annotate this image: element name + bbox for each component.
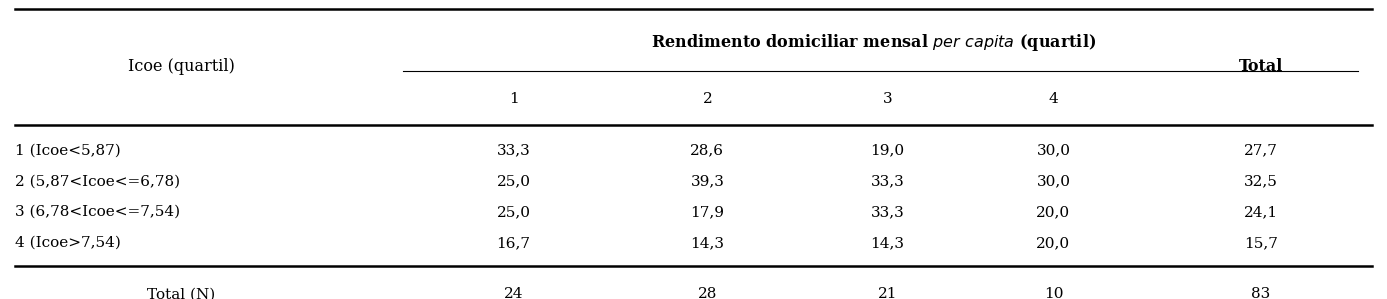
Text: 30,0: 30,0 (1036, 144, 1071, 158)
Text: 1: 1 (509, 92, 519, 106)
Text: 17,9: 17,9 (691, 205, 724, 219)
Text: 30,0: 30,0 (1036, 174, 1071, 188)
Text: Total (N): Total (N) (147, 287, 215, 299)
Text: Total: Total (1239, 58, 1283, 75)
Text: 15,7: 15,7 (1244, 236, 1277, 250)
Text: 3: 3 (882, 92, 892, 106)
Text: 33,3: 33,3 (497, 144, 530, 158)
Text: 4 (Icoe>7,54): 4 (Icoe>7,54) (15, 236, 121, 250)
Text: 83: 83 (1251, 287, 1270, 299)
Text: 4: 4 (1049, 92, 1058, 106)
Text: 2: 2 (702, 92, 712, 106)
Text: 21: 21 (878, 287, 897, 299)
Text: Rendimento domiciliar mensal $\it{per\ capita}$ (quartil): Rendimento domiciliar mensal $\it{per\ c… (651, 32, 1096, 53)
Text: Icoe (quartil): Icoe (quartil) (128, 58, 234, 75)
Text: 1 (Icoe<5,87): 1 (Icoe<5,87) (15, 144, 121, 158)
Text: 33,3: 33,3 (871, 174, 904, 188)
Text: 33,3: 33,3 (871, 205, 904, 219)
Text: 14,3: 14,3 (870, 236, 904, 250)
Text: 27,7: 27,7 (1244, 144, 1277, 158)
Text: 24,1: 24,1 (1244, 205, 1277, 219)
Text: 32,5: 32,5 (1244, 174, 1277, 188)
Text: 28,6: 28,6 (691, 144, 724, 158)
Text: 2 (5,87<Icoe<=6,78): 2 (5,87<Icoe<=6,78) (15, 174, 180, 188)
Text: 25,0: 25,0 (497, 174, 531, 188)
Text: 3 (6,78<Icoe<=7,54): 3 (6,78<Icoe<=7,54) (15, 205, 180, 219)
Text: 10: 10 (1043, 287, 1064, 299)
Text: 14,3: 14,3 (691, 236, 724, 250)
Text: 16,7: 16,7 (497, 236, 531, 250)
Text: 20,0: 20,0 (1036, 205, 1071, 219)
Text: 28: 28 (698, 287, 717, 299)
Text: 25,0: 25,0 (497, 205, 531, 219)
Text: 39,3: 39,3 (691, 174, 724, 188)
Text: 20,0: 20,0 (1036, 236, 1071, 250)
Text: 24: 24 (503, 287, 523, 299)
Text: 19,0: 19,0 (870, 144, 904, 158)
